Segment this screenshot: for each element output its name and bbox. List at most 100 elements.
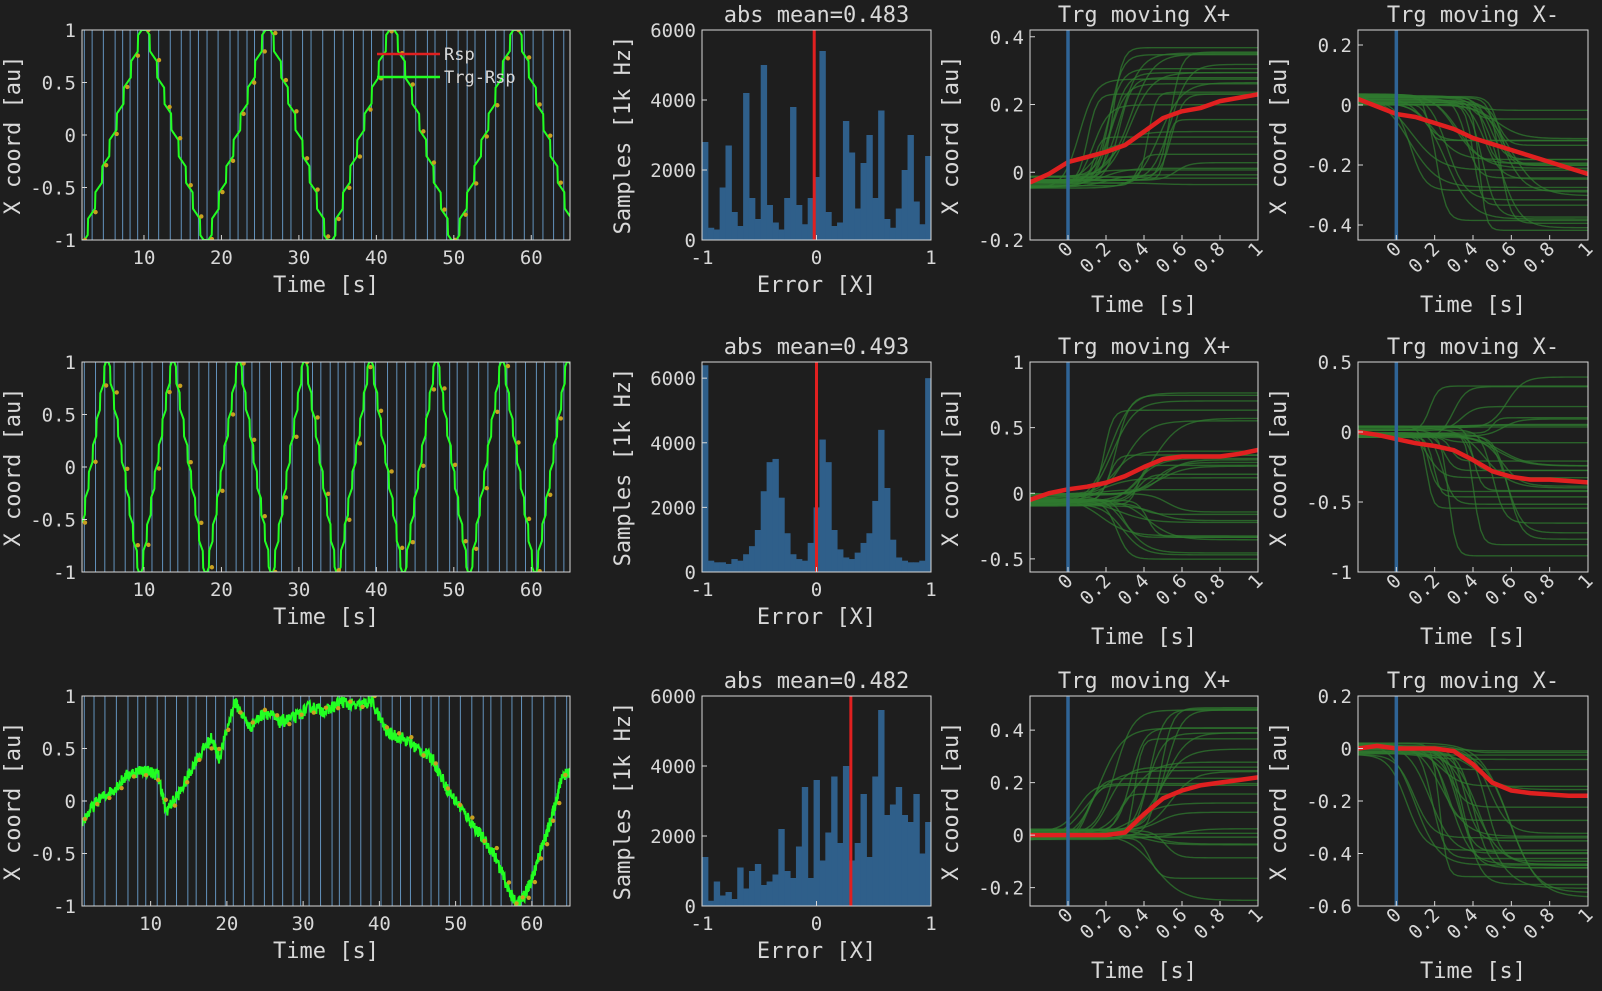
histogram-bar — [872, 776, 879, 906]
target-marker — [470, 815, 475, 820]
axes-box — [1357, 695, 1589, 907]
plot-area — [82, 362, 570, 572]
y-tick-label: -0.6 — [1306, 896, 1352, 918]
target-marker — [474, 181, 479, 186]
y-tick-label: 1 — [65, 20, 76, 42]
x-tick-label: 1 — [1244, 904, 1268, 928]
y-tick-label: 0 — [1341, 739, 1352, 761]
target-marker — [335, 705, 341, 711]
target-marker — [537, 568, 542, 572]
target-marker — [274, 713, 280, 718]
x-axis-label: Error [X] — [757, 273, 876, 298]
subplot-title: Trg moving X+ — [1058, 3, 1230, 28]
subplot-title: Trg moving X- — [1387, 335, 1559, 360]
target-marker — [347, 185, 352, 190]
histogram-bar — [860, 163, 867, 240]
target-marker — [389, 469, 394, 474]
histogram-bar — [760, 491, 768, 572]
histogram-bar — [801, 560, 809, 572]
histogram-bar — [901, 170, 909, 240]
target-marker — [538, 856, 544, 861]
y-tick-label: 0.5 — [42, 739, 76, 761]
target-marker — [199, 214, 204, 219]
target-marker — [421, 463, 426, 469]
histogram-bar — [778, 497, 785, 572]
x-tick-label: 0.4 — [1443, 238, 1483, 278]
x-tick-label: 0 — [811, 913, 822, 935]
subplot-title: Trg moving X- — [1387, 3, 1559, 28]
x-axis-label: Error [X] — [757, 605, 876, 630]
y-axis-label: X coord [au] — [939, 388, 964, 547]
subplot-title: Trg moving X+ — [1058, 669, 1230, 694]
y-tick-label: -0.4 — [1306, 215, 1352, 237]
histogram-bar — [842, 121, 850, 240]
target-marker — [82, 816, 88, 822]
x-axis-label: Time [s] — [1091, 293, 1197, 318]
target-marker — [226, 727, 231, 732]
x-tick-label: 10 — [133, 247, 156, 269]
target-marker — [400, 545, 405, 551]
x-tick-label: 0 — [1382, 238, 1406, 262]
target-marker — [167, 104, 172, 110]
plot-area — [1030, 362, 1258, 572]
axes-box — [81, 29, 571, 241]
histogram-bar — [837, 222, 844, 240]
subplot-title: Trg moving X- — [1387, 669, 1559, 694]
histogram-bar — [772, 222, 779, 240]
target-marker — [550, 818, 556, 823]
target-marker — [135, 53, 141, 58]
x-axis-label: Time [s] — [273, 939, 379, 964]
histogram-bar — [760, 65, 768, 240]
y-tick-label: 0.5 — [42, 405, 76, 427]
target-marker — [548, 492, 553, 498]
x-tick-label: -1 — [691, 247, 714, 269]
target-marker — [348, 699, 353, 704]
x-tick-label: 0.8 — [1190, 238, 1230, 278]
target-marker — [209, 565, 215, 570]
histogram-bar — [919, 224, 926, 240]
target-marker — [421, 753, 426, 758]
target-marker — [209, 236, 215, 240]
histogram-bar — [766, 205, 773, 240]
target-marker — [241, 362, 246, 366]
x-tick-label: 1 — [1244, 238, 1268, 262]
x-tick-label: 20 — [210, 247, 233, 269]
axes-box — [1357, 29, 1589, 241]
target-marker — [442, 386, 447, 391]
target-marker — [484, 134, 489, 139]
plot-area — [82, 696, 570, 906]
subplot-title: abs mean=0.483 — [724, 3, 909, 28]
target-marker — [93, 209, 98, 215]
target-marker — [251, 80, 257, 85]
axes-box — [1029, 29, 1259, 241]
histogram-bar — [784, 871, 791, 906]
target-marker — [325, 234, 331, 239]
target-marker — [372, 696, 377, 699]
target-marker — [368, 107, 373, 112]
target-marker — [304, 156, 310, 161]
x-tick-label: 0.8 — [1519, 570, 1559, 610]
histogram-bar — [725, 563, 732, 572]
histogram-bar — [819, 439, 826, 572]
target-marker — [250, 720, 255, 725]
target-marker — [287, 721, 292, 727]
subplot-r1-c2: Trg moving X+10.50-0.500.20.40.60.8 1Time… — [939, 335, 1268, 650]
histogram-bar — [872, 198, 879, 240]
y-tick-label: -1 — [1329, 562, 1352, 584]
x-tick-label: 1 — [1574, 904, 1598, 928]
histogram-bar — [748, 546, 756, 572]
x-tick-label: 60 — [520, 913, 543, 935]
histogram-bar — [807, 542, 815, 572]
histogram-bar — [901, 560, 909, 572]
x-tick-label: 1 — [925, 913, 936, 935]
histogram-bar — [713, 562, 721, 572]
histogram-bar — [866, 135, 873, 240]
target-marker — [103, 383, 109, 388]
target-marker — [325, 491, 331, 497]
histogram-bar — [707, 227, 715, 240]
target-marker — [220, 488, 225, 494]
target-marker — [230, 412, 236, 417]
x-tick-label: 0.8 — [1519, 238, 1559, 278]
histogram-bar — [772, 874, 779, 906]
